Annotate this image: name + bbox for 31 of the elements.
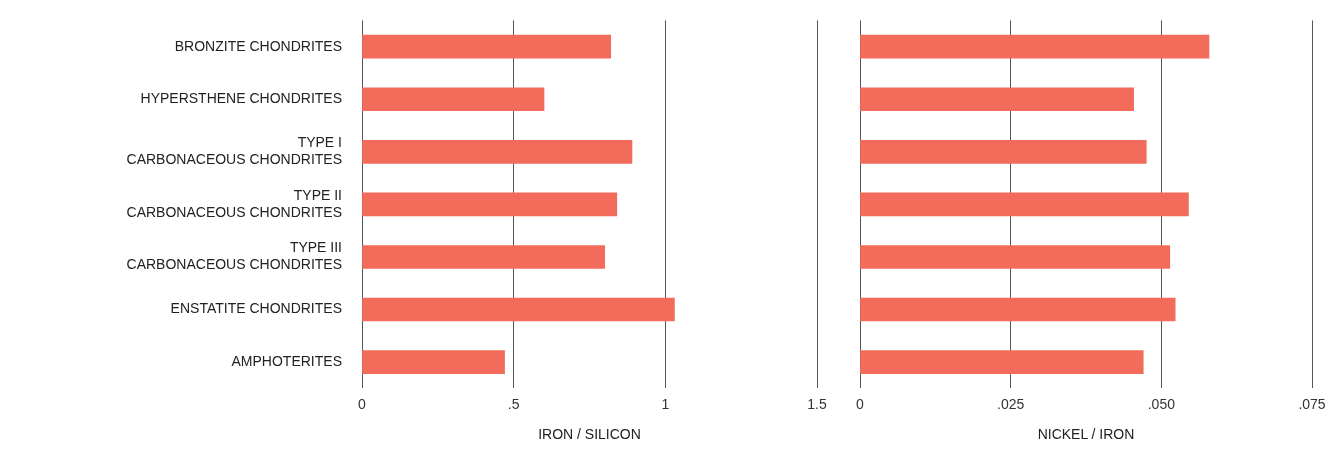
bar	[860, 350, 1144, 374]
y-tick-label: TYPE I CARBONACEOUS CHONDRITES	[126, 134, 342, 168]
bar	[362, 245, 605, 269]
bar	[362, 34, 612, 59]
bar	[362, 140, 633, 164]
bar	[362, 297, 675, 322]
x-axis-title: NICKEL / IRON	[1037, 426, 1135, 443]
y-tick-label: TYPE III CARBONACEOUS CHONDRITES	[126, 239, 342, 273]
bar	[362, 350, 505, 374]
bar	[860, 87, 1134, 112]
x-tick-label: .5	[507, 395, 520, 412]
y-tick-label: HYPERSTHENE CHONDRITES	[140, 90, 342, 107]
y-tick-label: BRONZITE CHONDRITES	[174, 37, 342, 54]
y-tick-label: TYPE II CARBONACEOUS CHONDRITES	[126, 186, 342, 220]
bar	[362, 192, 618, 217]
y-tick-label: ENSTATITE CHONDRITES	[170, 300, 342, 317]
bar	[860, 245, 1171, 269]
x-tick-label: .050	[1147, 395, 1176, 412]
bar	[860, 34, 1210, 59]
x-tick-label: .025	[997, 395, 1025, 412]
y-tick-label: AMPHOTERITES	[231, 352, 342, 369]
x-tick-label: 0	[856, 395, 865, 412]
x-axis-title: IRON / SILICON	[538, 426, 641, 443]
bar	[860, 297, 1176, 322]
bar	[860, 140, 1147, 164]
bar	[362, 87, 545, 112]
x-tick-label: 0	[358, 395, 367, 412]
bar	[860, 192, 1189, 217]
x-tick-label: 1.5	[807, 395, 827, 412]
x-tick-label: .075	[1298, 395, 1326, 412]
x-tick-label: 1	[661, 395, 670, 412]
